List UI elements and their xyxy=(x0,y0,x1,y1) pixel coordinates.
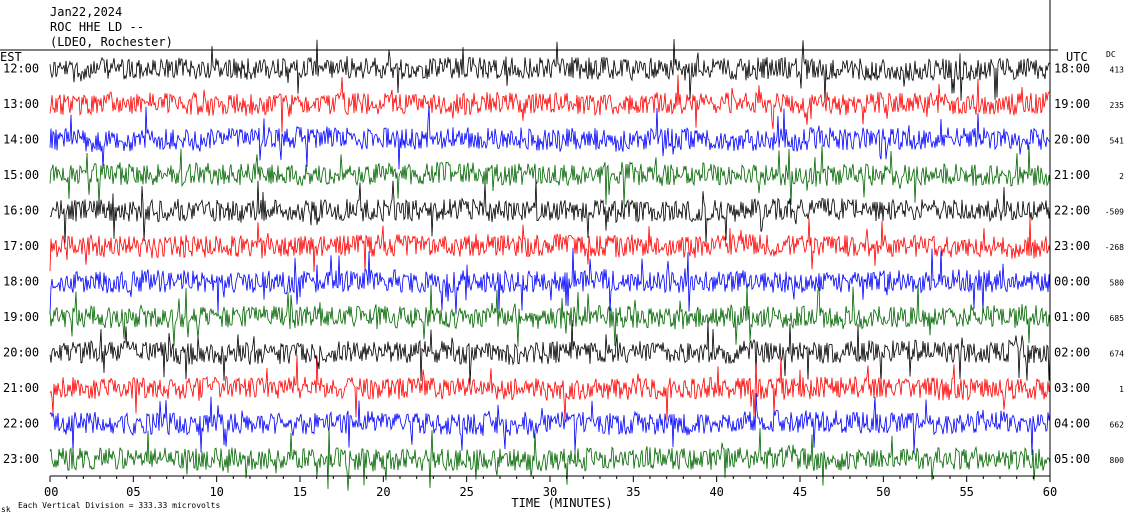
utc-hour-label: 01:00 xyxy=(1054,310,1090,324)
x-axis-title: TIME (MINUTES) xyxy=(511,496,612,510)
utc-hour-label: 02:00 xyxy=(1054,346,1090,360)
network-name: (LDEO, Rochester) xyxy=(50,35,173,49)
trace-line xyxy=(49,179,1051,244)
dc-offset-value: 580 xyxy=(1110,279,1125,288)
utc-hour-label: 23:00 xyxy=(1054,239,1090,253)
trace-layer xyxy=(49,39,1051,491)
trace-line xyxy=(49,427,1051,491)
trace-line xyxy=(49,355,1051,421)
x-tick-label: 50 xyxy=(876,485,890,499)
x-tick-label: 45 xyxy=(793,485,807,499)
est-hour-label: 23:00 xyxy=(3,452,39,466)
dc-offset-value: 235 xyxy=(1110,101,1125,110)
dc-offset-value: 413 xyxy=(1110,66,1125,75)
x-tick-label: 05 xyxy=(126,485,140,499)
utc-hour-label: 20:00 xyxy=(1054,133,1090,147)
utc-hour-label: 00:00 xyxy=(1054,275,1090,289)
trace-line xyxy=(49,106,1051,170)
trace-line xyxy=(49,217,1051,272)
est-hour-label: 19:00 xyxy=(3,310,39,324)
est-hour-label: 14:00 xyxy=(3,133,39,147)
x-tick-label: 55 xyxy=(959,485,973,499)
est-hour-label: 12:00 xyxy=(3,62,39,76)
trace-line xyxy=(49,393,1051,456)
x-tick-label: 60 xyxy=(1043,485,1057,499)
est-axis-label: EST xyxy=(0,50,22,64)
est-hour-label: 13:00 xyxy=(3,97,39,111)
trace-line xyxy=(49,74,1051,133)
x-tick-label: 30 xyxy=(543,485,557,499)
utc-hour-label: 22:00 xyxy=(1054,204,1090,218)
x-tick-label: 25 xyxy=(459,485,473,499)
hour-labels: 12:00 18:00 413 13:00 19:00 235 14:00 20:00 541 1… xyxy=(3,62,1124,467)
dc-offset-value: 800 xyxy=(1110,456,1125,465)
est-hour-label: 21:00 xyxy=(3,381,39,395)
est-hour-label: 15:00 xyxy=(3,168,39,182)
est-hour-label: 17:00 xyxy=(3,239,39,253)
trace-line xyxy=(49,247,1051,315)
x-tick-label: 00 xyxy=(44,485,58,499)
est-hour-label: 20:00 xyxy=(3,346,39,360)
est-hour-label: 16:00 xyxy=(3,204,39,218)
dc-offset-value: 662 xyxy=(1110,421,1125,430)
utc-hour-label: 05:00 xyxy=(1054,452,1090,466)
dc-offset-value: 2 xyxy=(1119,172,1124,181)
corner-mark: sk xyxy=(1,505,11,514)
x-tick-label: 40 xyxy=(709,485,723,499)
x-tick-label: 15 xyxy=(293,485,307,499)
dc-offset-value: 674 xyxy=(1110,350,1125,359)
station-code: ROC HHE LD -- xyxy=(50,20,144,34)
trace-line xyxy=(49,283,1051,347)
x-tick-label: 10 xyxy=(209,485,223,499)
utc-hour-label: 03:00 xyxy=(1054,381,1090,395)
est-hour-label: 22:00 xyxy=(3,417,39,431)
record-date: Jan22,2024 xyxy=(50,5,122,19)
x-tick-label: 35 xyxy=(626,485,640,499)
utc-hour-label: 04:00 xyxy=(1054,417,1090,431)
est-hour-label: 18:00 xyxy=(3,275,39,289)
utc-axis-label: UTC xyxy=(1066,50,1088,64)
dc-column-label: DC xyxy=(1106,50,1116,59)
trace-line xyxy=(49,39,1051,102)
utc-hour-label: 21:00 xyxy=(1054,168,1090,182)
dc-offset-value: 685 xyxy=(1110,314,1125,323)
utc-hour-label: 19:00 xyxy=(1054,97,1090,111)
dc-offset-value: 541 xyxy=(1110,137,1125,146)
trace-line xyxy=(49,145,1051,206)
x-axis-ticks: 00 05 10 15 20 25 30 35 40 45 50 55 60 xyxy=(44,476,1057,499)
vertical-division-note: Each Vertical Division = 333.33 microvol… xyxy=(18,501,220,510)
x-tick-label: 20 xyxy=(376,485,390,499)
dc-offset-value: -268 xyxy=(1105,243,1124,252)
dc-offset-value: -509 xyxy=(1105,208,1124,217)
utc-hour-label: 18:00 xyxy=(1054,62,1090,76)
trace-line xyxy=(49,319,1051,385)
dc-offset-value: 1 xyxy=(1119,385,1124,394)
